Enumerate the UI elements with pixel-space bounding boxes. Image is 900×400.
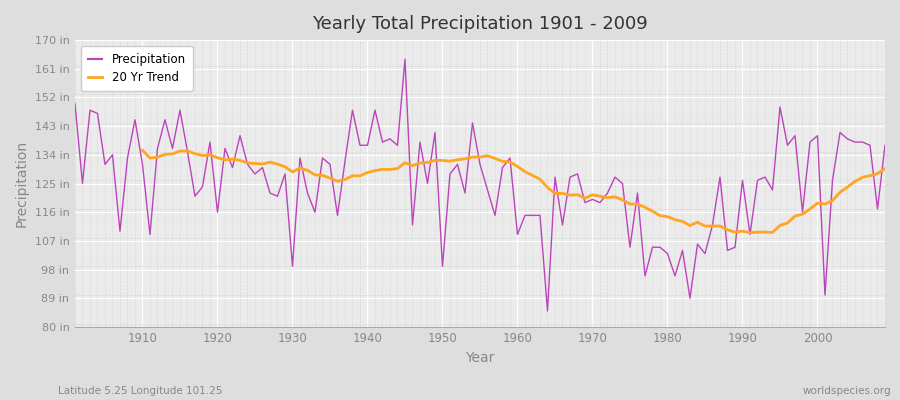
X-axis label: Year: Year (465, 351, 495, 365)
Text: worldspecies.org: worldspecies.org (803, 386, 891, 396)
Title: Yearly Total Precipitation 1901 - 2009: Yearly Total Precipitation 1901 - 2009 (312, 15, 648, 33)
Text: Latitude 5.25 Longitude 101.25: Latitude 5.25 Longitude 101.25 (58, 386, 223, 396)
Legend: Precipitation, 20 Yr Trend: Precipitation, 20 Yr Trend (81, 46, 193, 91)
Y-axis label: Precipitation: Precipitation (15, 140, 29, 227)
